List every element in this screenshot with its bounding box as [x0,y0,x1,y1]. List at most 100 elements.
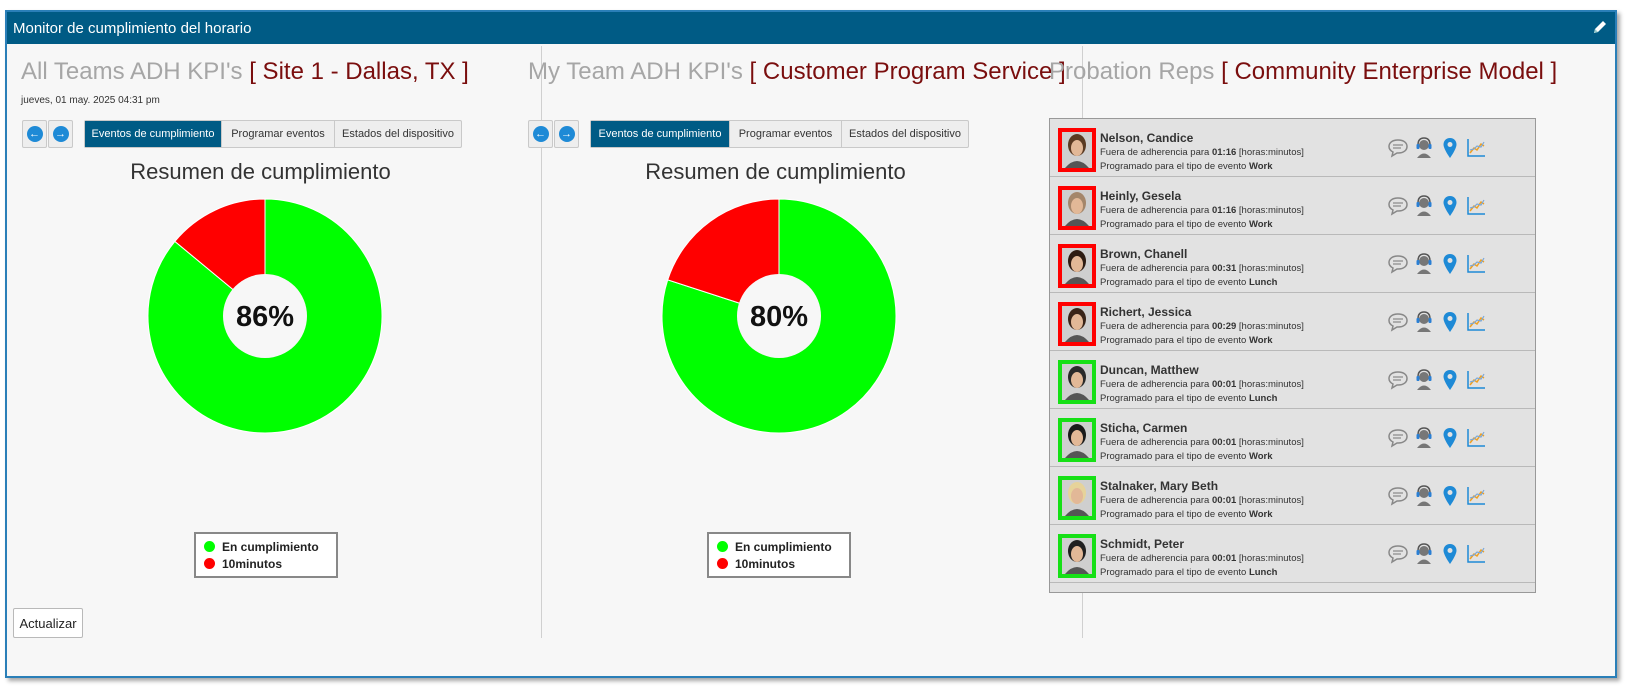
previous-button[interactable]: ← [528,120,553,148]
rep-row[interactable]: Heinly, Gesela Fuera de adherencia para … [1050,177,1535,235]
donut-center-label: 80% [750,301,808,333]
tab-adherence-events[interactable]: Eventos de cumplimiento [85,121,222,147]
line-chart-icon[interactable] [1466,543,1486,565]
scheduled-event-line: Programado para el tipo de evento Work [1100,509,1273,520]
headset-agent-icon[interactable] [1414,427,1434,449]
chat-icon[interactable] [1388,195,1408,217]
rep-row[interactable]: Richert, Jessica Fuera de adherencia par… [1050,293,1535,351]
donut-hole [223,274,307,358]
location-pin-icon[interactable] [1440,369,1460,391]
line-chart-icon[interactable] [1466,485,1486,507]
next-button[interactable]: → [48,120,73,148]
location-pin-icon[interactable] [1440,253,1460,275]
reps-list[interactable]: Nelson, Candice Fuera de adherencia para… [1049,118,1536,593]
out-of-adherence-line: Fuera de adherencia para 00:01 [horas:mi… [1100,495,1304,506]
compliance-donut-chart: 80% [661,198,897,434]
out-of-adherence-line: Fuera de adherencia para 00:29 [horas:mi… [1100,321,1304,332]
previous-button[interactable]: ← [22,120,47,148]
scheduled-event-line: Programado para el tipo de evento Work [1100,451,1273,462]
pencil-icon[interactable] [1591,18,1609,36]
rep-name: Brown, Chanell [1100,247,1188,261]
chat-icon[interactable] [1388,311,1408,333]
site-label: [ Site 1 - Dallas, TX ] [249,58,469,85]
legend-item-in-compliance: En cumplimiento [204,538,336,555]
headset-agent-icon[interactable] [1414,485,1434,507]
avatar [1058,302,1096,346]
headset-agent-icon[interactable] [1414,369,1434,391]
chat-icon[interactable] [1388,369,1408,391]
rep-row[interactable]: Sticha, Carmen Fuera de adherencia para … [1050,409,1535,467]
rep-name: Nelson, Candice [1100,131,1194,145]
tab-device-states[interactable]: Estados del dispositivo [342,128,454,140]
rep-row[interactable]: Nelson, Candice Fuera de adherencia para… [1050,119,1535,177]
line-chart-icon[interactable] [1466,311,1486,333]
scheduled-event-line: Programado para el tipo de evento Lunch [1100,277,1278,288]
out-of-adherence-line: Fuera de adherencia para 00:31 [horas:mi… [1100,263,1304,274]
scheduled-event-line: Programado para el tipo de evento Work [1100,161,1273,172]
headset-agent-icon[interactable] [1414,137,1434,159]
location-pin-icon[interactable] [1440,427,1460,449]
chat-icon[interactable] [1388,427,1408,449]
legend-item-in-compliance: En cumplimiento [717,538,849,555]
person-photo [1062,190,1092,226]
person-photo [1062,132,1092,168]
headset-agent-icon[interactable] [1414,195,1434,217]
line-chart-icon[interactable] [1466,195,1486,217]
line-chart-icon[interactable] [1466,253,1486,275]
next-button[interactable]: → [554,120,579,148]
rep-row[interactable]: Schmidt, Peter Fuera de adherencia para … [1050,525,1535,583]
location-pin-icon[interactable] [1440,195,1460,217]
location-pin-icon[interactable] [1440,543,1460,565]
line-chart-icon[interactable] [1466,137,1486,159]
scheduled-event-line: Programado para el tipo de evento Work [1100,219,1273,230]
headset-agent-icon[interactable] [1414,311,1434,333]
probation-reps-panel: Probation Reps [ Community Enterprise Mo… [1049,46,1617,638]
avatar [1058,418,1096,462]
compliance-donut-chart: 86% [147,198,383,434]
line-chart-icon[interactable] [1466,427,1486,449]
chat-icon[interactable] [1388,253,1408,275]
my-team-panel: My Team ADH KPI's [ Customer Program Ser… [528,46,1081,638]
tab-bar: Eventos de cumplimiento Programar evento… [84,120,462,148]
panel-title: My Team ADH KPI's [ Customer Program Ser… [528,58,1066,85]
chart-legend: En cumplimiento 10minutos [194,532,338,578]
refresh-button[interactable]: Actualizar [13,608,83,638]
chart-legend: En cumplimiento 10minutos [707,532,851,578]
legend-dot [204,558,215,569]
rep-name: Stalnaker, Mary Beth [1100,479,1219,493]
line-chart-icon[interactable] [1466,369,1486,391]
arrow-right-icon: → [52,126,69,142]
tab-schedule-events[interactable]: Programar eventos [222,121,335,147]
rep-name: Sticha, Carmen [1100,421,1188,435]
tab-schedule-events[interactable]: Programar eventos [730,121,842,147]
out-of-adherence-line: Fuera de adherencia para 00:01 [horas:mi… [1100,553,1304,564]
avatar [1058,244,1096,288]
headset-agent-icon[interactable] [1414,253,1434,275]
model-label: [ Community Enterprise Model ] [1221,58,1558,85]
slice-in-compliance[interactable] [661,198,897,434]
rep-actions [1388,311,1486,333]
person-photo [1062,422,1092,458]
headset-agent-icon[interactable] [1414,543,1434,565]
rep-row[interactable]: Duncan, Matthew Fuera de adherencia para… [1050,351,1535,409]
timestamp: jueves, 01 may. 2025 04:31 pm [21,95,160,106]
location-pin-icon[interactable] [1440,311,1460,333]
out-of-adherence-line: Fuera de adherencia para 00:01 [horas:mi… [1100,437,1304,448]
rep-row[interactable]: Brown, Chanell Fuera de adherencia para … [1050,235,1535,293]
out-of-adherence-line: Fuera de adherencia para 01:16 [horas:mi… [1100,205,1304,216]
tab-device-states[interactable]: Estados del dispositivo [849,128,961,140]
chat-icon[interactable] [1388,137,1408,159]
chart-title: Resumen de cumplimiento [130,159,391,184]
scheduled-event-line: Programado para el tipo de evento Lunch [1100,393,1278,404]
location-pin-icon[interactable] [1440,485,1460,507]
tab-adherence-events[interactable]: Eventos de cumplimiento [591,121,730,147]
avatar [1058,186,1096,230]
rep-name: Duncan, Matthew [1100,363,1199,377]
rep-actions [1388,195,1486,217]
chat-icon[interactable] [1388,485,1408,507]
rep-row[interactable]: Stalnaker, Mary Beth Fuera de adherencia… [1050,467,1535,525]
chat-icon[interactable] [1388,543,1408,565]
legend-dot [717,558,728,569]
location-pin-icon[interactable] [1440,137,1460,159]
avatar [1058,128,1096,172]
